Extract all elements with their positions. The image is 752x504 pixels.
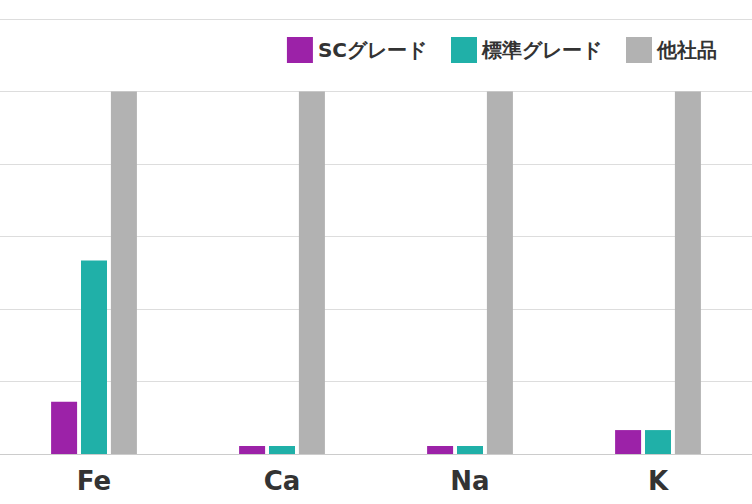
svg-text:Fe: Fe [77,466,111,496]
svg-text:Na: Na [450,466,489,496]
svg-text:K: K [648,466,669,496]
svg-text:SCグレード: SCグレード [318,38,427,62]
svg-text:Ca: Ca [264,466,301,496]
svg-text:標準グレード: 標準グレード [481,38,602,62]
svg-text:他社品: 他社品 [656,38,717,62]
